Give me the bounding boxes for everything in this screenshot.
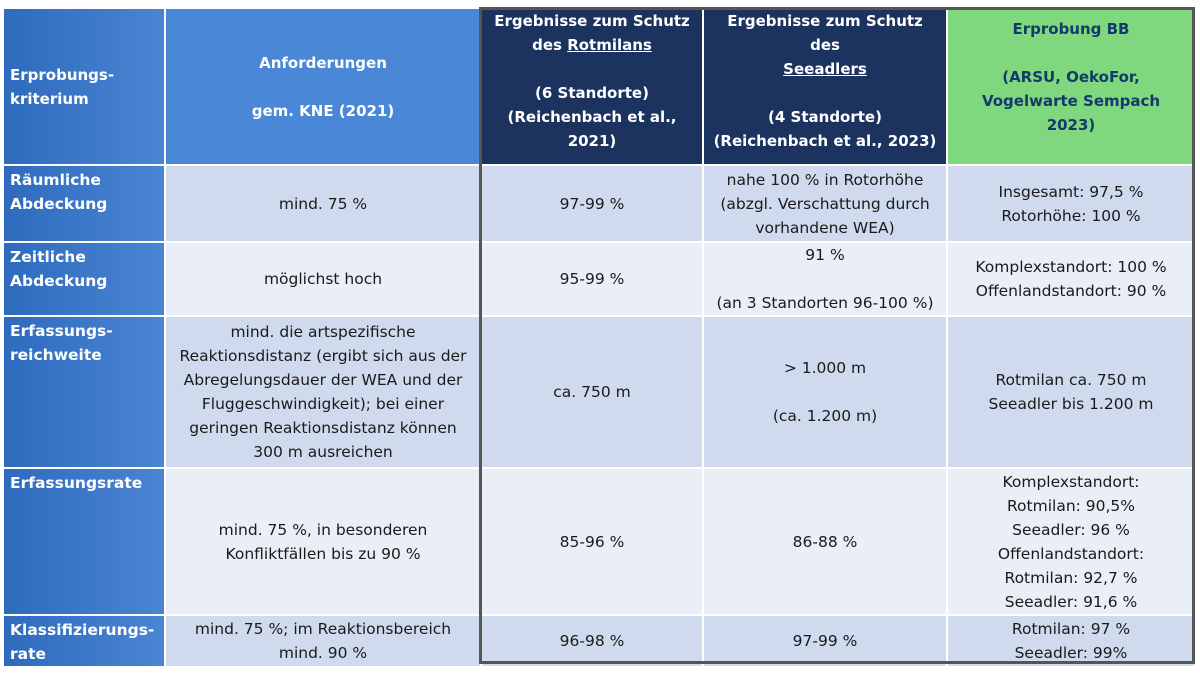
header-seeadler-pre: Ergebnisse zum Schutz des xyxy=(727,12,923,54)
seeadler-cell: nahe 100 % in Rotorhöhe (abzgl. Verschat… xyxy=(704,166,946,241)
header-row: Erprobungs- kriterium Anforderungen gem.… xyxy=(4,9,1194,164)
table-row: Erfassungsrate mind. 75 %, in besonderen… xyxy=(4,469,1194,614)
rotmilan-cell: 95-99 % xyxy=(482,243,702,315)
requirement-cell: mind. 75 % xyxy=(166,166,480,241)
table-row: Räumliche Abdeckung mind. 75 % 97-99 % n… xyxy=(4,166,1194,241)
rotmilan-cell: 97-99 % xyxy=(482,166,702,241)
table-row: Erfassungs- reichweite mind. die artspez… xyxy=(4,317,1194,467)
comparison-table: Erprobungs- kriterium Anforderungen gem.… xyxy=(2,7,1196,668)
seeadler-cell: 91 % (an 3 Standorten 96-100 %) xyxy=(704,243,946,315)
seeadler-cell: 97-99 % xyxy=(704,616,946,666)
seeadler-cell: > 1.000 m (ca. 1.200 m) xyxy=(704,317,946,467)
header-criterion: Erprobungs- kriterium xyxy=(4,9,164,164)
header-requirements: Anforderungen gem. KNE (2021) xyxy=(166,9,480,164)
rotmilan-cell: 85-96 % xyxy=(482,469,702,614)
header-rotmilan: Ergebnisse zum Schutz des Rotmilans (6 S… xyxy=(482,9,702,164)
criterion-cell: Erfassungs- reichweite xyxy=(4,317,164,467)
table-row: Zeitliche Abdeckung möglichst hoch 95-99… xyxy=(4,243,1194,315)
requirement-cell: mind. 75 %; im Reaktionsbereich mind. 90… xyxy=(166,616,480,666)
criterion-cell: Zeitliche Abdeckung xyxy=(4,243,164,315)
bb-cell: Komplexstandort: Rotmilan: 90,5% Seeadle… xyxy=(948,469,1194,614)
header-seeadler: Ergebnisse zum Schutz des Seeadlers (4 S… xyxy=(704,9,946,164)
requirement-cell: mind. 75 %, in besonderen Konfliktfällen… xyxy=(166,469,480,614)
header-rotmilan-post: (6 Standorte) (Reichenbach et al., 2021) xyxy=(507,84,677,150)
seeadler-cell: 86-88 % xyxy=(704,469,946,614)
rotmilan-cell: ca. 750 m xyxy=(482,317,702,467)
header-seeadler-species: Seeadlers xyxy=(783,60,867,78)
rotmilan-cell: 96-98 % xyxy=(482,616,702,666)
bb-cell: Rotmilan ca. 750 m Seeadler bis 1.200 m xyxy=(948,317,1194,467)
requirement-cell: mind. die artspezifische Reaktionsdistan… xyxy=(166,317,480,467)
table-row: Klassifizierungs- rate mind. 75 %; im Re… xyxy=(4,616,1194,666)
bb-cell: Komplexstandort: 100 % Offenlandstandort… xyxy=(948,243,1194,315)
header-rotmilan-pre: Ergebnisse zum Schutz des xyxy=(494,12,690,54)
criterion-cell: Erfassungsrate xyxy=(4,469,164,614)
bb-cell: Insgesamt: 97,5 % Rotorhöhe: 100 % xyxy=(948,166,1194,241)
bb-cell: Rotmilan: 97 % Seeadler: 99% xyxy=(948,616,1194,666)
header-rotmilan-species: Rotmilans xyxy=(567,36,652,54)
header-seeadler-post: (4 Standorte) (Reichenbach et al., 2023) xyxy=(713,108,937,150)
criterion-cell: Räumliche Abdeckung xyxy=(4,166,164,241)
requirement-cell: möglichst hoch xyxy=(166,243,480,315)
criterion-cell: Klassifizierungs- rate xyxy=(4,616,164,666)
header-bb: Erprobung BB (ARSU, OekoFor, Vogelwarte … xyxy=(948,9,1194,164)
